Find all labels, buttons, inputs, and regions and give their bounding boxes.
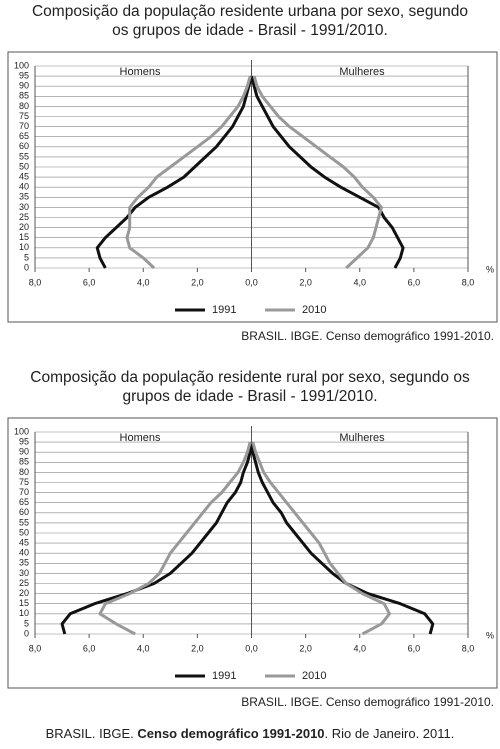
y-tick-label: 65 (19, 131, 29, 141)
legend-label: 1991 (212, 304, 236, 316)
y-tick-label: 90 (19, 81, 29, 91)
x-tick-label: 4,0 (353, 643, 366, 653)
side-label: Mulheres (339, 66, 385, 78)
population-line (251, 441, 392, 636)
x-tick-label: 2,0 (299, 643, 312, 653)
y-tick-label: 35 (19, 558, 29, 568)
y-tick-label: 55 (19, 517, 29, 527)
y-tick-label: 20 (19, 222, 29, 232)
source: BRASIL. IBGE. Censo demográfico 1991-201… (241, 329, 494, 343)
population-line (95, 75, 253, 269)
y-tick-label: 60 (19, 507, 29, 517)
y-tick-label: 75 (19, 111, 29, 121)
population-line (252, 75, 383, 270)
chart-title: grupos de idade - Brasil - 1991/2010. (122, 388, 377, 405)
x-tick-label: 6,0 (83, 643, 96, 653)
chart-frame (7, 417, 498, 689)
y-tick-label: 0 (24, 262, 29, 272)
footer-part: Censo demográfico 1991-2010 (137, 726, 324, 741)
y-tick-label: 10 (19, 242, 29, 252)
legend-label: 2010 (302, 670, 326, 682)
y-tick-label: 80 (19, 467, 29, 477)
y-tick-label: 25 (19, 212, 29, 222)
x-tick-label: 2,0 (191, 277, 204, 287)
population-line (98, 441, 252, 636)
y-tick-label: 35 (19, 192, 29, 202)
footer-part: BRASIL. IBGE. (46, 726, 138, 741)
x-unit: % (486, 630, 494, 640)
x-tick-label: 4,0 (137, 643, 150, 653)
x-tick-label: 8,0 (29, 643, 42, 653)
population-line (250, 441, 435, 635)
y-tick-label: 15 (19, 598, 29, 608)
y-tick-label: 5 (24, 252, 29, 262)
x-tick-label: 0,0 (245, 277, 258, 287)
y-tick-label: 60 (19, 141, 29, 151)
y-tick-label: 20 (19, 588, 29, 598)
chart-title: os grupos de idade - Brasil - 1991/2010. (112, 22, 388, 39)
y-tick-label: 15 (19, 232, 29, 242)
chart-title: Composição da população residente urbana… (32, 3, 468, 20)
y-tick-label: 65 (19, 497, 29, 507)
y-tick-label: 55 (19, 151, 29, 161)
y-tick-label: 40 (19, 182, 29, 192)
side-label: Homens (120, 66, 161, 78)
footer: BRASIL. IBGE. Censo demográfico 1991-201… (46, 726, 455, 741)
y-tick-label: 50 (19, 161, 29, 171)
y-tick-label: 95 (19, 70, 29, 80)
y-tick-label: 90 (19, 447, 29, 457)
source: BRASIL. IBGE. Censo demográfico 1991-201… (241, 695, 494, 709)
y-tick-label: 75 (19, 477, 29, 487)
x-tick-label: 6,0 (408, 277, 421, 287)
legend-label: 1991 (212, 670, 236, 682)
y-tick-label: 25 (19, 578, 29, 588)
x-unit: % (486, 264, 494, 274)
y-tick-label: 30 (19, 202, 29, 212)
y-tick-label: 45 (19, 171, 29, 181)
population-line (125, 75, 252, 270)
y-tick-label: 50 (19, 527, 29, 537)
x-tick-label: 8,0 (462, 277, 475, 287)
x-tick-label: 8,0 (462, 643, 475, 653)
chart-frame (7, 51, 498, 323)
y-tick-label: 45 (19, 537, 29, 547)
y-tick-label: 40 (19, 548, 29, 558)
chart-title: Composição da população residente rural … (30, 369, 470, 386)
y-tick-label: 5 (24, 618, 29, 628)
y-tick-label: 80 (19, 101, 29, 111)
side-label: Homens (120, 432, 161, 444)
y-tick-label: 30 (19, 568, 29, 578)
side-label: Mulheres (339, 432, 385, 444)
y-tick-label: 95 (19, 436, 29, 446)
x-tick-label: 0,0 (245, 643, 258, 653)
y-tick-label: 10 (19, 608, 29, 618)
population-line (60, 441, 253, 635)
y-tick-label: 70 (19, 487, 29, 497)
y-tick-label: 70 (19, 121, 29, 131)
y-tick-label: 0 (24, 628, 29, 638)
legend-label: 2010 (302, 304, 326, 316)
y-tick-label: 100 (14, 426, 29, 436)
x-tick-label: 4,0 (353, 277, 366, 287)
x-tick-label: 2,0 (299, 277, 312, 287)
x-tick-label: 2,0 (191, 643, 204, 653)
x-tick-label: 6,0 (408, 643, 421, 653)
x-tick-label: 6,0 (83, 277, 96, 287)
x-tick-label: 4,0 (137, 277, 150, 287)
population-line (250, 75, 405, 269)
y-tick-label: 85 (19, 91, 29, 101)
y-tick-label: 85 (19, 457, 29, 467)
y-tick-label: 100 (14, 60, 29, 70)
x-tick-label: 8,0 (29, 277, 42, 287)
footer-part: . Rio de Janeiro. 2011. (325, 726, 455, 741)
